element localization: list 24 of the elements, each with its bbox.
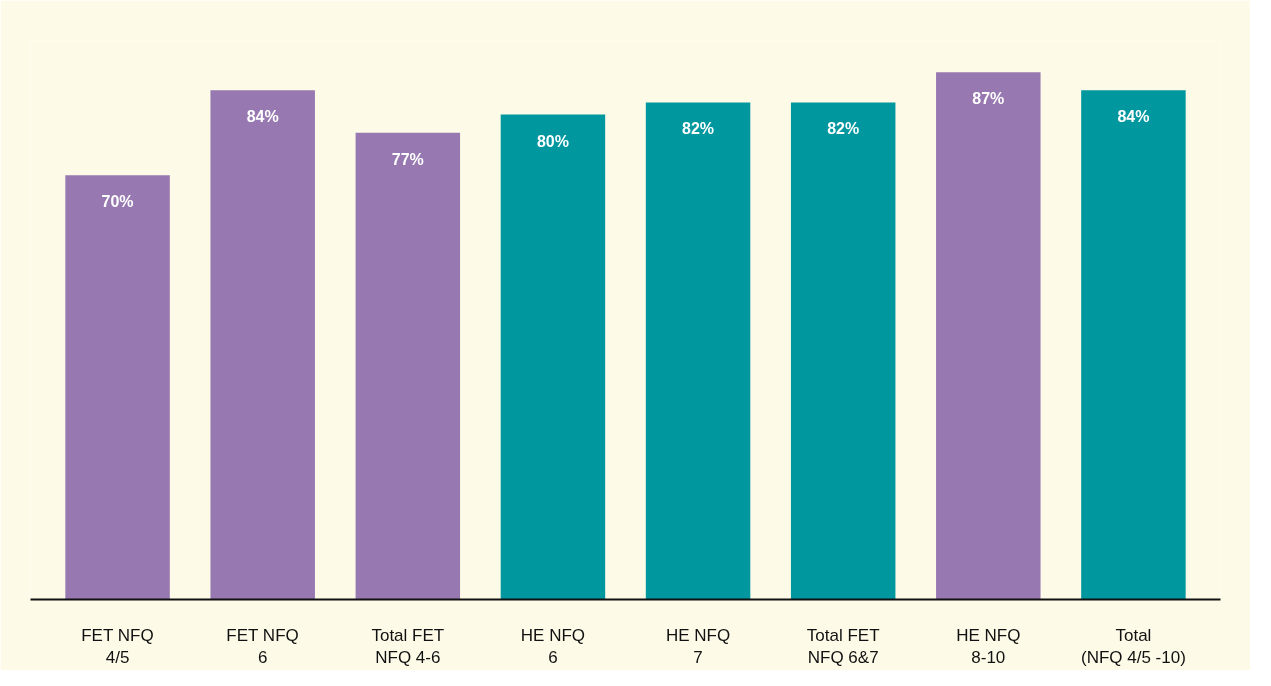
bar xyxy=(936,72,1041,600)
x-tick-label: HE NFQ 8-10 xyxy=(956,625,1021,668)
x-tick-label: HE NFQ 7 xyxy=(665,625,731,668)
bar xyxy=(65,175,170,600)
x-tick-label: FET NFQ 4/5 xyxy=(81,625,154,668)
data-label: 87% xyxy=(972,90,1005,108)
x-tick-label: Total (NFQ 4/5 -10) xyxy=(1081,625,1186,668)
data-label: 84% xyxy=(1117,108,1150,126)
data-label: 80% xyxy=(536,132,569,150)
data-label: 82% xyxy=(682,120,715,138)
bar xyxy=(355,132,461,600)
x-tick-label: HE NFQ 6 xyxy=(520,625,586,668)
x-tick-label: Total FET NFQ 6&7 xyxy=(806,625,880,668)
bar xyxy=(645,102,751,600)
x-tick-label: Total FET NFQ 4-6 xyxy=(371,625,445,668)
bar xyxy=(790,102,896,600)
bar xyxy=(500,114,606,600)
data-label: 84% xyxy=(246,108,279,126)
data-label: 82% xyxy=(827,120,860,138)
bar xyxy=(210,90,315,600)
data-label: 77% xyxy=(391,150,424,168)
x-tick-label: FET NFQ 6 xyxy=(226,625,299,668)
bar xyxy=(1081,90,1186,600)
data-label: 70% xyxy=(101,193,134,211)
